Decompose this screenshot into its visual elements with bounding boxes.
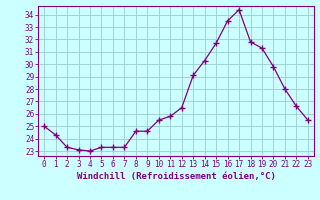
X-axis label: Windchill (Refroidissement éolien,°C): Windchill (Refroidissement éolien,°C): [76, 172, 276, 181]
